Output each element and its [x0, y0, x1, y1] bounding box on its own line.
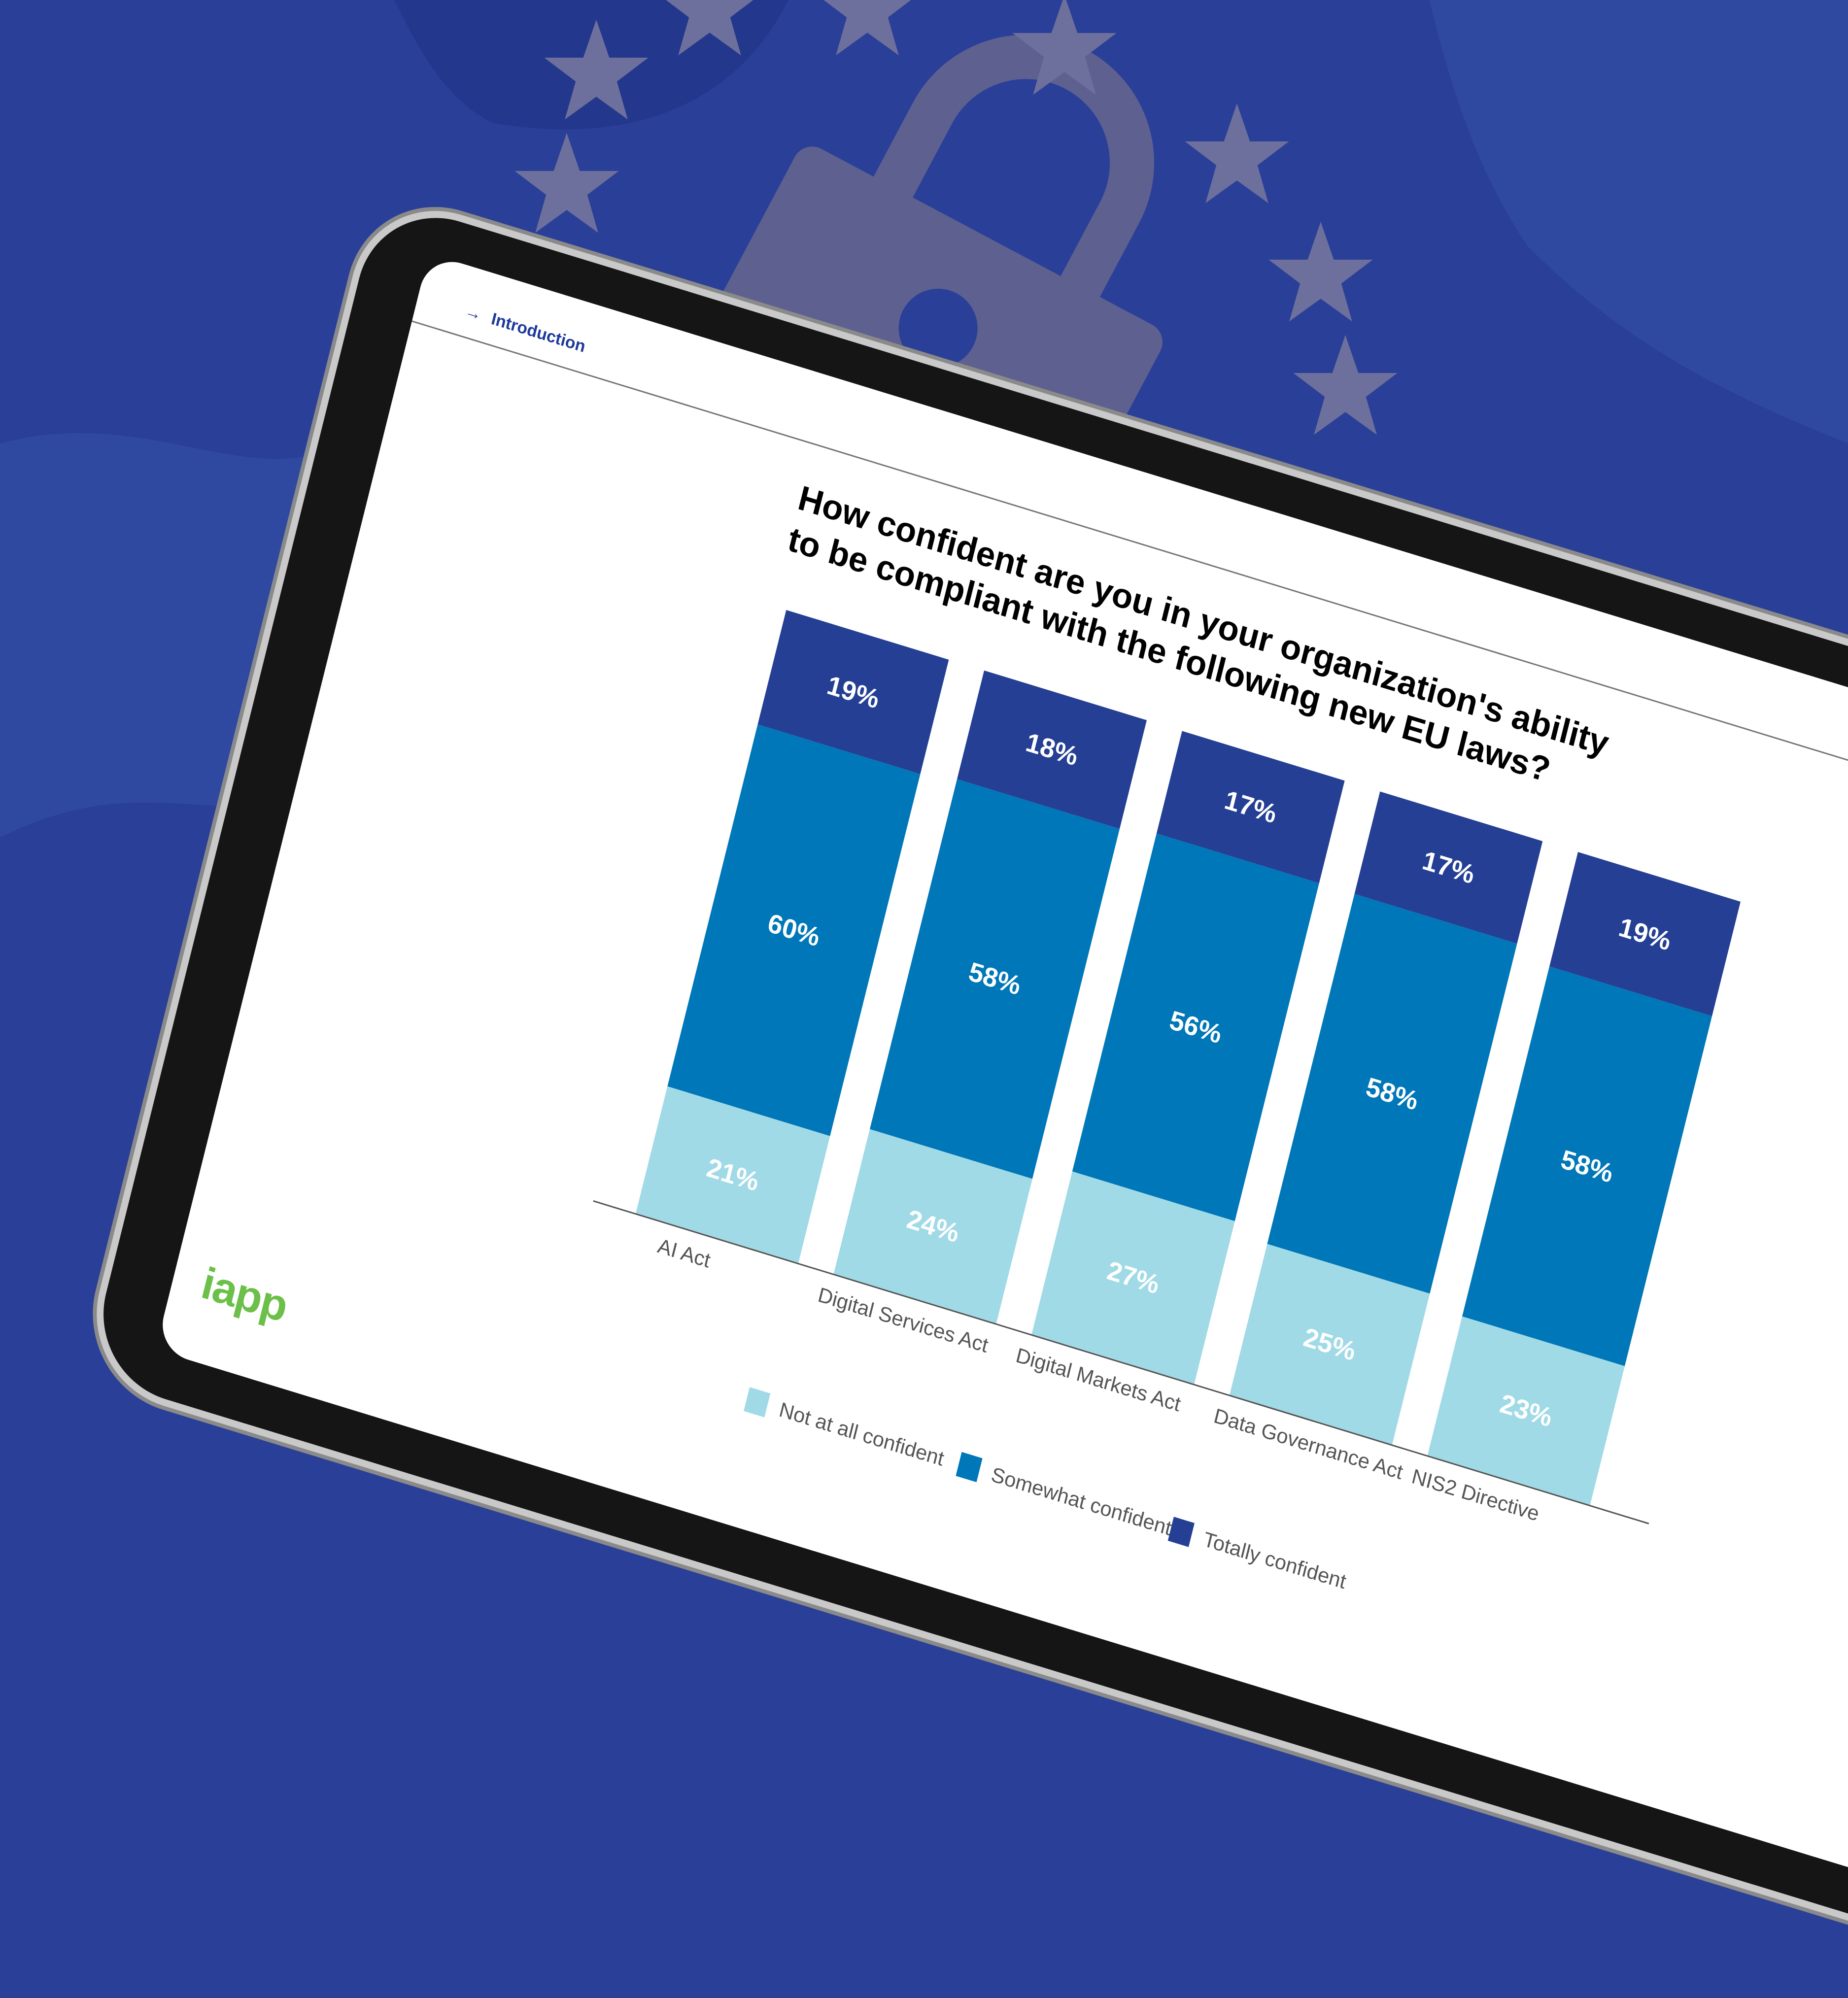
data-label: 21%	[704, 1152, 762, 1197]
data-label: 58%	[1558, 1144, 1616, 1189]
eu-stars	[514, 0, 1398, 435]
star-icon	[544, 19, 649, 120]
data-label: 60%	[764, 908, 823, 953]
segment-somewhat-confident: 60%	[667, 724, 921, 1136]
segment-somewhat-confident: 58%	[870, 779, 1120, 1179]
data-label: 25%	[1300, 1322, 1359, 1366]
data-label: 58%	[1363, 1071, 1421, 1116]
star-icon	[666, 0, 753, 56]
data-label: 27%	[1104, 1255, 1163, 1300]
data-label: 58%	[965, 956, 1024, 1001]
segment-somewhat-confident: 58%	[1462, 966, 1712, 1366]
data-label: 19%	[1616, 912, 1674, 956]
segment-somewhat-confident: 58%	[1267, 894, 1517, 1294]
data-label: 23%	[1497, 1388, 1555, 1433]
star-icon	[1185, 103, 1289, 203]
star-icon	[1293, 335, 1398, 435]
category-label: AI Act	[655, 1234, 713, 1272]
data-label: 19%	[824, 670, 883, 714]
star-icon	[514, 133, 619, 233]
star-icon	[823, 0, 911, 56]
data-label: 17%	[1419, 845, 1478, 890]
segment-somewhat-confident: 56%	[1072, 833, 1319, 1221]
star-icon	[1012, 0, 1117, 95]
data-label: 56%	[1166, 1005, 1225, 1050]
data-label: 18%	[1023, 727, 1081, 772]
data-label: 24%	[904, 1204, 962, 1249]
map-shape	[1429, 0, 1848, 443]
data-label: 17%	[1221, 785, 1280, 829]
star-icon	[1268, 222, 1373, 322]
